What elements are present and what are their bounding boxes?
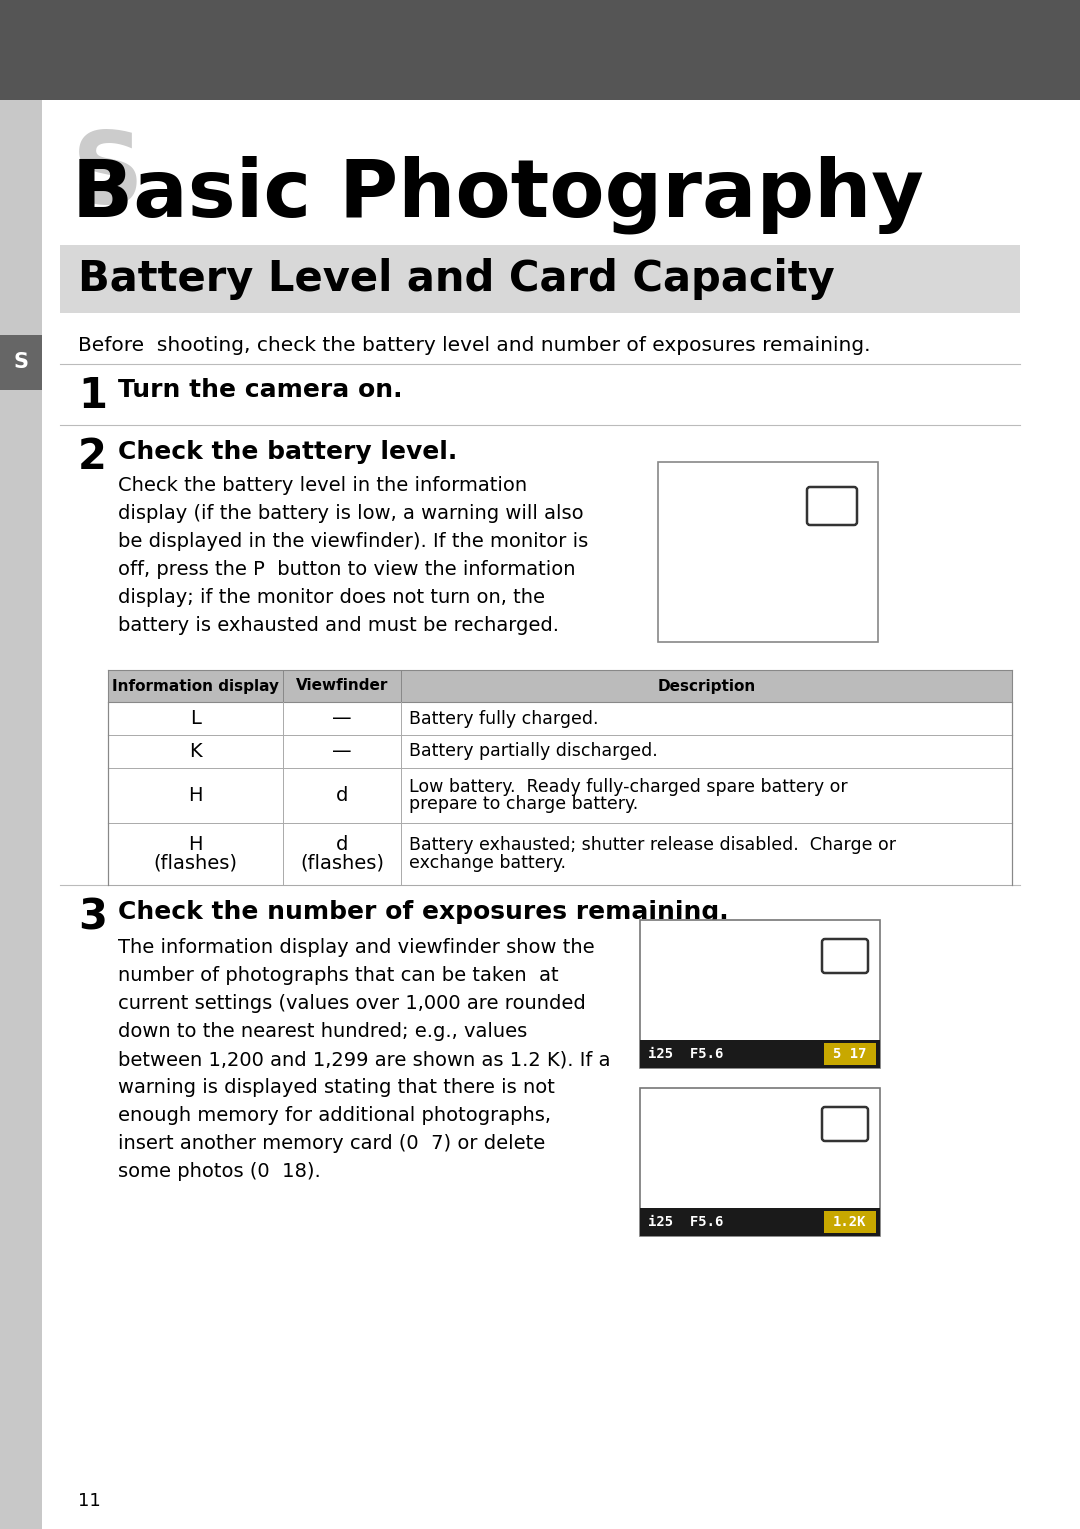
FancyBboxPatch shape [807, 488, 858, 524]
Text: Basic Photography: Basic Photography [72, 154, 923, 234]
Text: Before  shooting, check the battery level and number of exposures remaining.: Before shooting, check the battery level… [78, 336, 870, 355]
Text: The information display and viewfinder show the: The information display and viewfinder s… [118, 937, 595, 957]
Text: display; if the monitor does not turn on, the: display; if the monitor does not turn on… [118, 589, 545, 607]
Text: Battery fully charged.: Battery fully charged. [409, 709, 598, 728]
Text: Battery exhausted; shutter release disabled.  Charge or: Battery exhausted; shutter release disab… [409, 836, 896, 855]
Text: exchange battery.: exchange battery. [409, 853, 566, 872]
Text: 1: 1 [78, 375, 107, 417]
Bar [108, 768, 1012, 823]
Bar [640, 1040, 880, 1067]
Text: K: K [189, 742, 202, 761]
Text: Check the number of exposures remaining.: Check the number of exposures remaining. [118, 901, 729, 924]
Text: enough memory for additional photographs,: enough memory for additional photographs… [118, 1105, 551, 1125]
Bar [0, 0, 1080, 99]
Bar [658, 462, 878, 642]
Bar [824, 1043, 876, 1066]
Text: i25  F5.6: i25 F5.6 [648, 1216, 724, 1229]
Bar [640, 920, 880, 1067]
Text: 5 17: 5 17 [834, 1047, 867, 1061]
Bar [108, 670, 1012, 702]
Text: battery is exhausted and must be recharged.: battery is exhausted and must be recharg… [118, 616, 559, 635]
Text: down to the nearest hundred; e.g., values: down to the nearest hundred; e.g., value… [118, 1021, 527, 1041]
Bar [60, 245, 1020, 313]
Text: number of photographs that can be taken  at: number of photographs that can be taken … [118, 966, 558, 985]
Text: i25  F5.6: i25 F5.6 [648, 1047, 724, 1061]
FancyBboxPatch shape [822, 1107, 868, 1141]
Text: off, press the P  button to view the information: off, press the P button to view the info… [118, 560, 576, 579]
Bar [108, 823, 1012, 885]
Text: Information display: Information display [112, 679, 279, 694]
FancyBboxPatch shape [822, 939, 868, 972]
Text: Viewfinder: Viewfinder [296, 679, 388, 694]
Text: d: d [336, 786, 348, 804]
Text: some photos (0  18).: some photos (0 18). [118, 1162, 321, 1180]
Text: d: d [336, 835, 348, 855]
Text: H: H [188, 835, 203, 855]
Text: —: — [333, 709, 352, 728]
Text: Description: Description [658, 679, 756, 694]
Text: Low battery.  Ready fully-charged spare battery or: Low battery. Ready fully-charged spare b… [409, 778, 848, 797]
Text: insert another memory card (0  7) or delete: insert another memory card (0 7) or dele… [118, 1135, 545, 1153]
Text: current settings (values over 1,000 are rounded: current settings (values over 1,000 are … [118, 994, 585, 1014]
Bar [640, 1208, 880, 1235]
Bar [824, 1211, 876, 1232]
Text: 1.2K: 1.2K [834, 1216, 867, 1229]
Text: 2: 2 [78, 436, 107, 479]
Bar [0, 335, 42, 390]
Text: Battery partially discharged.: Battery partially discharged. [409, 743, 658, 760]
Text: S: S [72, 128, 144, 225]
Bar [0, 0, 42, 1529]
Text: display (if the battery is low, a warning will also: display (if the battery is low, a warnin… [118, 505, 583, 523]
Text: Check the battery level.: Check the battery level. [118, 440, 457, 463]
Text: H: H [188, 786, 203, 804]
Text: 11: 11 [78, 1492, 100, 1511]
Text: between 1,200 and 1,299 are shown as 1.2 K). If a: between 1,200 and 1,299 are shown as 1.2… [118, 1050, 610, 1069]
Bar [108, 702, 1012, 735]
Text: warning is displayed stating that there is not: warning is displayed stating that there … [118, 1078, 555, 1096]
Text: L: L [190, 709, 201, 728]
Text: —: — [333, 742, 352, 761]
Text: Turn the camera on.: Turn the camera on. [118, 378, 403, 402]
Text: (flashes): (flashes) [300, 853, 384, 873]
Text: Battery Level and Card Capacity: Battery Level and Card Capacity [78, 258, 835, 300]
Text: (flashes): (flashes) [153, 853, 238, 873]
Text: S: S [13, 353, 28, 373]
Text: prepare to charge battery.: prepare to charge battery. [409, 795, 638, 813]
Text: 3: 3 [78, 896, 107, 937]
Text: be displayed in the viewfinder). If the monitor is: be displayed in the viewfinder). If the … [118, 532, 589, 550]
Bar [108, 735, 1012, 768]
Text: Check the battery level in the information: Check the battery level in the informati… [118, 476, 527, 495]
Bar [640, 1089, 880, 1235]
